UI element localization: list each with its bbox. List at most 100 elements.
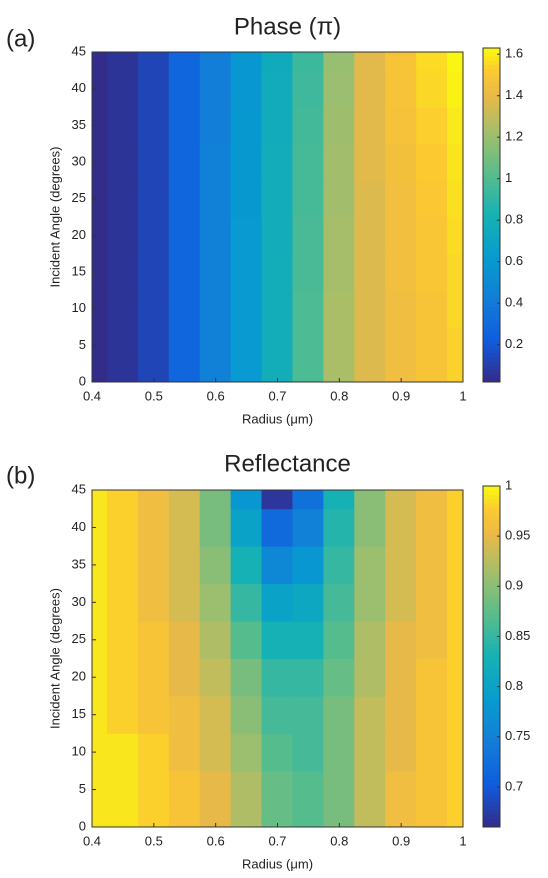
heat-cell bbox=[292, 545, 325, 585]
heat-cell bbox=[354, 106, 387, 145]
colorbar-step bbox=[483, 131, 500, 136]
heat-cell bbox=[323, 179, 356, 218]
heat-cell bbox=[416, 490, 449, 510]
heat-cell bbox=[137, 326, 170, 365]
colorbar-step bbox=[483, 626, 500, 632]
heat-cell bbox=[416, 807, 449, 827]
colorbar-tick-label: 0.75 bbox=[505, 728, 530, 743]
colorbar-step bbox=[483, 76, 500, 82]
heat-cell bbox=[230, 770, 263, 809]
y-tick-label: 5 bbox=[79, 781, 86, 796]
heat-cell bbox=[137, 106, 170, 145]
heat-cell bbox=[292, 620, 325, 659]
y-tick-label: 20 bbox=[72, 669, 86, 684]
colorbar-step bbox=[483, 570, 500, 576]
heat-cell bbox=[168, 695, 201, 734]
colorbar-step bbox=[483, 365, 500, 370]
heat-cell bbox=[385, 253, 418, 291]
colorbar-step bbox=[483, 210, 500, 216]
heat-cell bbox=[323, 490, 356, 510]
heat-cell bbox=[354, 253, 387, 291]
heat-cell bbox=[106, 770, 139, 809]
colorbar-step bbox=[483, 801, 500, 806]
heat-cell bbox=[92, 508, 108, 547]
colorbar-step bbox=[483, 356, 500, 362]
heat-cell bbox=[385, 658, 418, 697]
heat-cell bbox=[385, 326, 418, 365]
x-tick-label: 0.4 bbox=[83, 388, 101, 403]
heat-cell bbox=[106, 179, 139, 218]
colorbar-step bbox=[483, 51, 500, 57]
heat-cell bbox=[137, 620, 170, 659]
heat-cell bbox=[230, 69, 263, 108]
heat-cell bbox=[199, 732, 232, 772]
heat-cell bbox=[106, 52, 139, 71]
heat-cell bbox=[230, 620, 263, 659]
heat-cell bbox=[385, 620, 418, 659]
heat-cell bbox=[92, 106, 108, 145]
colorbar-step bbox=[483, 81, 500, 86]
heat-cell bbox=[385, 508, 418, 547]
colorbar-step bbox=[483, 56, 500, 61]
heat-cell bbox=[199, 106, 232, 145]
colorbar-step bbox=[483, 566, 500, 572]
heat-cell bbox=[292, 143, 325, 181]
colorbar-step bbox=[483, 694, 500, 700]
heat-cell bbox=[168, 253, 201, 291]
heat-cell bbox=[323, 216, 356, 255]
y-tick-label: 30 bbox=[72, 153, 86, 168]
heat-cell bbox=[354, 52, 387, 71]
heat-cell bbox=[199, 807, 232, 827]
heat-cell bbox=[199, 289, 232, 328]
heat-cell bbox=[385, 583, 418, 622]
colorbar-step bbox=[483, 231, 500, 237]
colorbar-step bbox=[483, 139, 500, 145]
heat-cell bbox=[199, 363, 232, 382]
colorbar-step bbox=[483, 703, 500, 708]
heat-cell bbox=[292, 807, 325, 827]
heat-cell bbox=[106, 695, 139, 734]
heat-cell bbox=[323, 289, 356, 328]
colorbar-step bbox=[483, 673, 500, 679]
heat-cell bbox=[137, 770, 170, 809]
colorbar-step bbox=[483, 507, 500, 512]
heat-cell bbox=[354, 658, 387, 697]
colorbar-tick-label: 1 bbox=[505, 477, 512, 492]
heat-cell bbox=[230, 52, 263, 71]
heat-cell bbox=[447, 253, 463, 291]
heat-cell bbox=[354, 179, 387, 218]
colorbar-step bbox=[483, 68, 500, 74]
colorbar-step bbox=[483, 767, 500, 772]
heat-cell bbox=[416, 583, 449, 622]
colorbar-step bbox=[483, 489, 500, 495]
heat-cell bbox=[323, 253, 356, 291]
colorbar-step bbox=[483, 323, 500, 329]
heat-cell bbox=[385, 52, 418, 71]
heat-cell bbox=[447, 490, 463, 510]
y-axis-label: Incident Angle (degrees) bbox=[47, 147, 62, 288]
colorbar-step bbox=[483, 796, 500, 802]
heat-cell bbox=[106, 289, 139, 328]
heat-cell bbox=[354, 326, 387, 365]
heat-cell bbox=[416, 545, 449, 585]
colorbar-step bbox=[483, 690, 500, 696]
heat-cell bbox=[137, 289, 170, 328]
colorbar-step bbox=[483, 369, 500, 374]
heat-cell bbox=[168, 216, 201, 255]
heat-cell bbox=[323, 143, 356, 181]
colorbar-step bbox=[483, 583, 500, 589]
heat-cell bbox=[92, 143, 108, 181]
heat-cell bbox=[354, 289, 387, 328]
colorbar-step bbox=[483, 617, 500, 623]
y-tick-label: 45 bbox=[72, 481, 86, 496]
heat-cell bbox=[385, 363, 418, 382]
colorbar-step bbox=[483, 193, 500, 199]
heat-cell bbox=[447, 52, 463, 71]
heat-cell bbox=[199, 216, 232, 255]
heat-cell bbox=[230, 326, 263, 365]
heat-cell bbox=[354, 363, 387, 382]
colorbar-tick-label: 1.6 bbox=[505, 46, 523, 61]
heat-cell bbox=[168, 363, 201, 382]
colorbar-step bbox=[483, 168, 500, 174]
colorbar-step bbox=[483, 545, 500, 551]
